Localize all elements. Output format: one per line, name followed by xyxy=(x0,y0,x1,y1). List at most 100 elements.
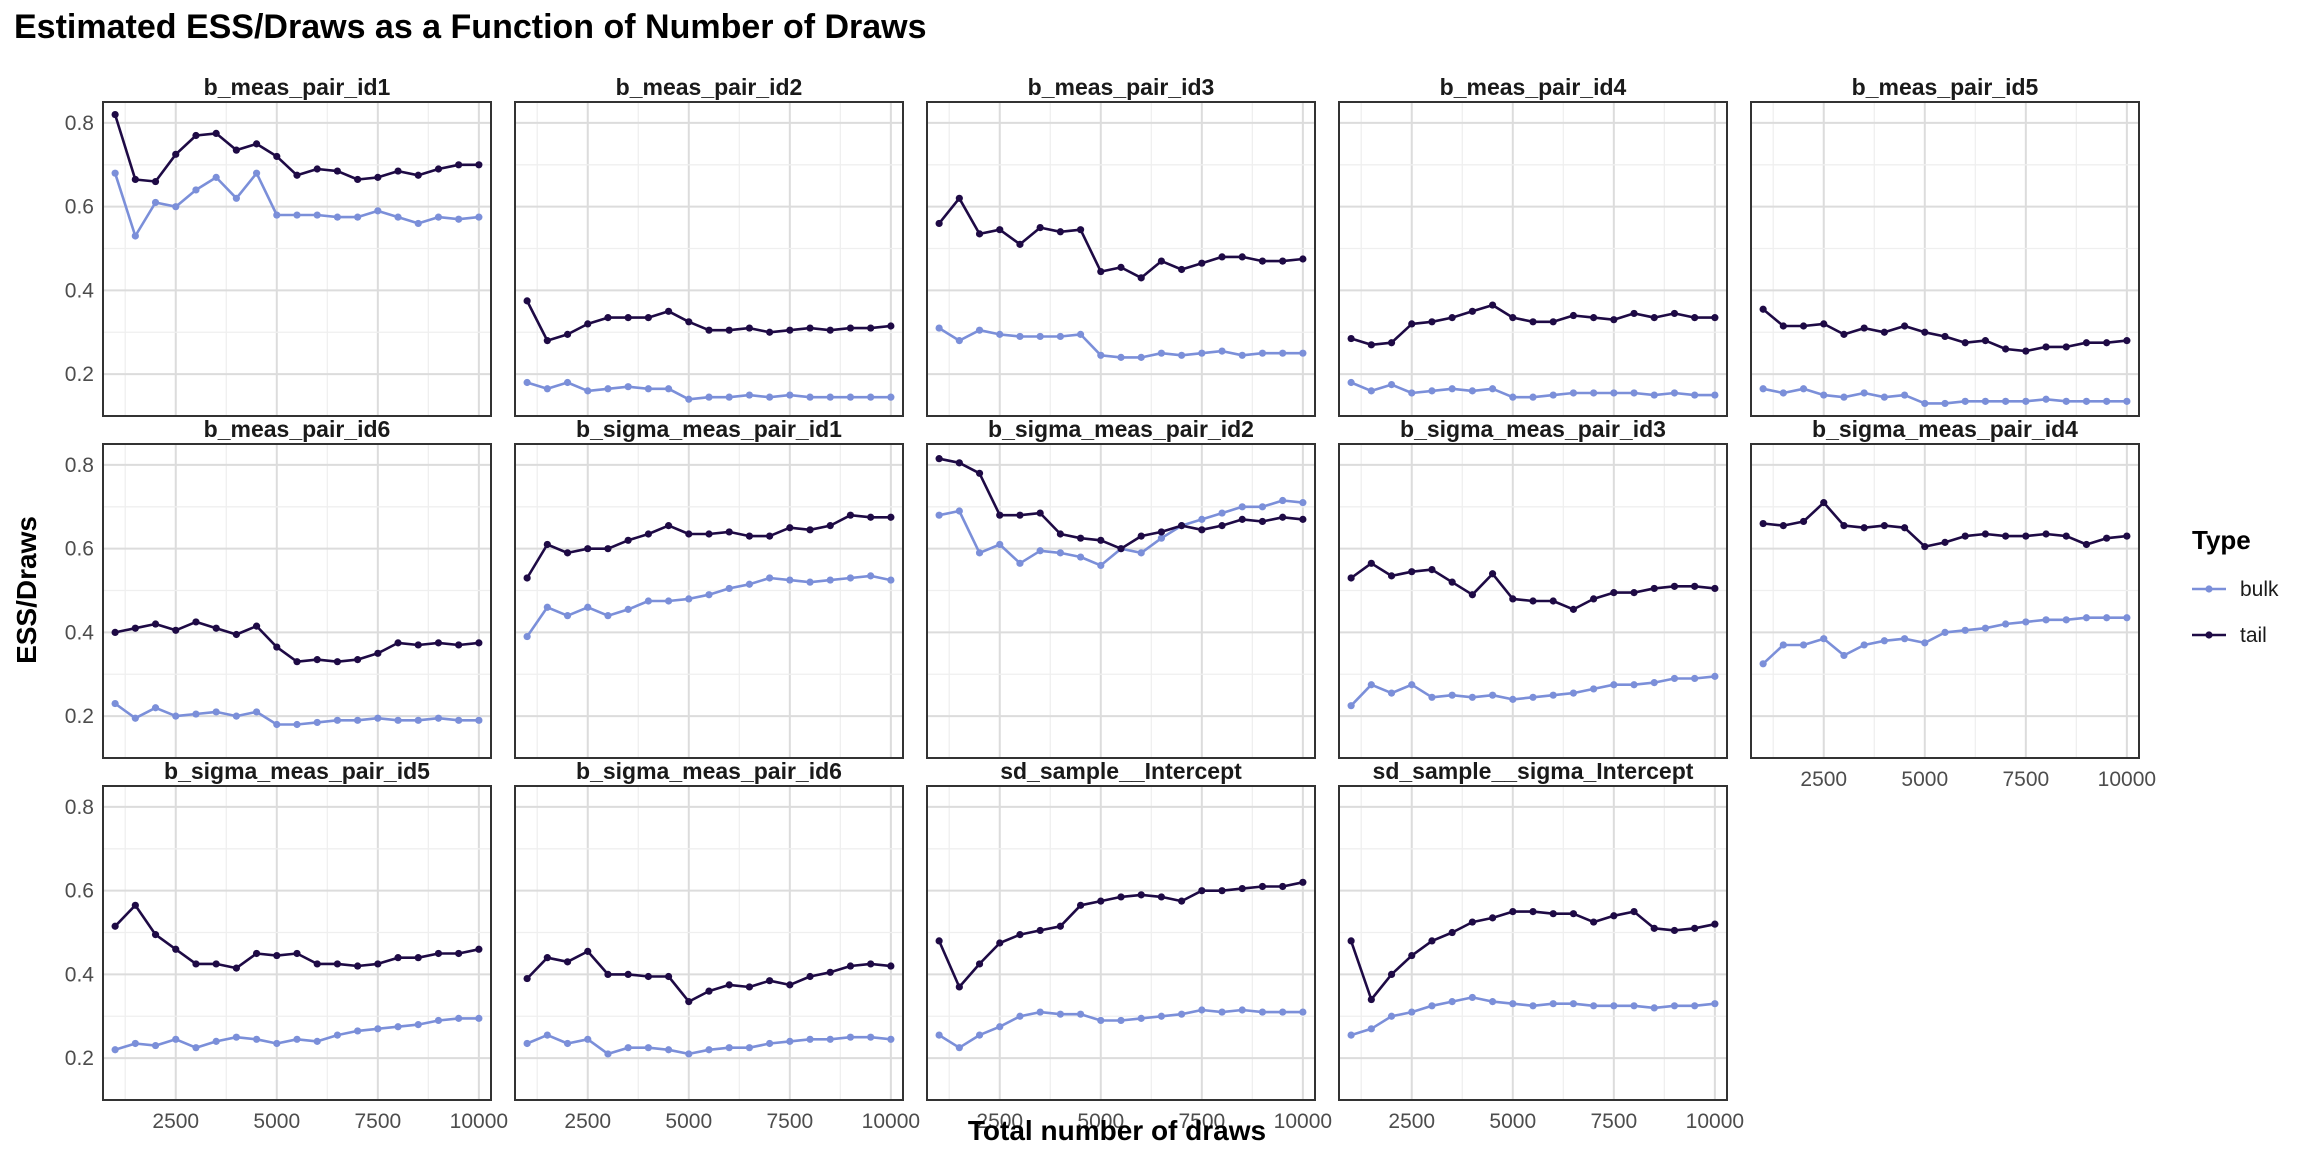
data-point-tail xyxy=(1408,568,1416,576)
facet-panel: b_sigma_meas_pair_id6 2500 5000 7500 10000 xyxy=(514,758,920,1133)
data-point-bulk xyxy=(1137,1014,1145,1022)
data-point-tail xyxy=(887,322,895,330)
data-point-bulk xyxy=(1218,347,1226,355)
data-point-tail xyxy=(252,622,261,630)
data-point-tail xyxy=(806,324,814,332)
data-point-bulk xyxy=(455,716,463,724)
data-point-bulk xyxy=(584,387,592,395)
data-point-tail xyxy=(563,549,572,557)
data-point-tail xyxy=(1279,257,1287,265)
data-point-bulk xyxy=(1650,391,1658,399)
data-point-bulk xyxy=(1157,534,1166,542)
data-point-bulk xyxy=(745,1044,754,1052)
data-point-bulk xyxy=(1961,626,1969,634)
data-point-bulk xyxy=(1036,332,1044,341)
data-point-bulk xyxy=(1056,332,1064,341)
data-point-bulk xyxy=(1610,681,1618,689)
data-point-tail xyxy=(1367,341,1375,349)
data-point-tail xyxy=(1711,920,1719,928)
data-point-tail xyxy=(685,318,693,326)
data-point-bulk xyxy=(2022,618,2030,626)
data-point-bulk xyxy=(212,1037,220,1045)
data-point-tail xyxy=(1981,337,1990,345)
data-point-tail xyxy=(705,530,713,538)
data-point-bulk xyxy=(151,198,160,207)
data-point-tail xyxy=(1488,570,1497,578)
data-point-tail xyxy=(806,526,814,534)
data-point-bulk xyxy=(252,708,261,716)
data-point-bulk xyxy=(806,1035,814,1043)
data-point-tail xyxy=(2042,530,2050,538)
data-point-tail xyxy=(212,960,220,968)
data-point-bulk xyxy=(664,597,673,605)
data-point-bulk xyxy=(1258,1008,1267,1016)
series-line-bulk xyxy=(1762,616,2127,665)
data-point-bulk xyxy=(232,194,240,202)
data-point-tail xyxy=(2002,532,2010,540)
data-point-tail xyxy=(1549,318,1557,326)
data-point-bulk xyxy=(1670,389,1679,397)
data-point-bulk xyxy=(1921,639,1929,647)
data-point-tail xyxy=(1097,267,1105,276)
data-point-tail xyxy=(1529,597,1537,605)
data-point-bulk xyxy=(644,385,652,393)
data-point-tail xyxy=(1759,305,1767,313)
data-point-bulk xyxy=(374,714,382,722)
data-point-tail xyxy=(786,981,794,989)
data-point-tail xyxy=(1840,330,1848,338)
data-point-tail xyxy=(313,656,321,664)
data-point-bulk xyxy=(1387,381,1396,389)
legend-label-tail: tail xyxy=(2240,624,2267,647)
data-point-bulk xyxy=(1711,391,1719,399)
facet-title: b_meas_pair_id1 xyxy=(204,74,391,100)
legend: Type bulk tail xyxy=(2192,525,2279,647)
data-point-tail xyxy=(2103,534,2111,542)
data-point-tail xyxy=(996,939,1004,947)
series-line-tail xyxy=(114,620,480,664)
data-point-tail xyxy=(826,968,834,976)
data-point-bulk xyxy=(846,1033,855,1041)
data-point-tail xyxy=(826,522,834,530)
data-point-bulk xyxy=(826,1035,834,1043)
facet-panel: b_sigma_meas_pair_id5 0.2 0.4 0.6 0.8 2500 500… xyxy=(65,758,508,1133)
data-point-tail xyxy=(192,131,200,140)
x-tick-label: 2500 xyxy=(976,1110,1023,1133)
data-point-tail xyxy=(955,983,963,991)
x-tick-label: 7500 xyxy=(354,1110,401,1133)
data-point-tail xyxy=(1820,499,1828,507)
data-point-tail xyxy=(1711,584,1719,593)
data-point-bulk xyxy=(1016,332,1024,341)
data-point-bulk xyxy=(705,393,713,401)
data-point-bulk xyxy=(1238,503,1246,511)
series-line-tail xyxy=(525,513,891,579)
data-point-tail xyxy=(725,981,733,989)
data-point-tail xyxy=(1367,995,1375,1004)
data-point-bulk xyxy=(786,1037,794,1045)
x-tick-label: 5000 xyxy=(665,1110,712,1133)
data-point-bulk xyxy=(1529,693,1537,701)
data-point-bulk xyxy=(252,169,261,177)
data-point-tail xyxy=(725,326,733,334)
data-point-bulk xyxy=(887,393,895,401)
data-point-bulk xyxy=(563,378,572,387)
data-point-tail xyxy=(455,641,463,649)
data-point-tail xyxy=(1387,970,1396,979)
data-point-tail xyxy=(705,987,713,995)
facet-panel: b_meas_pair_id6 0.2 0.4 0.6 0.8 xyxy=(65,416,492,759)
data-point-bulk xyxy=(955,337,963,345)
data-point-bulk xyxy=(212,173,220,181)
data-point-tail xyxy=(935,937,943,945)
data-point-bulk xyxy=(1799,641,1808,649)
data-point-tail xyxy=(664,522,673,530)
data-point-bulk xyxy=(1097,1016,1105,1025)
data-point-tail xyxy=(2062,343,2070,351)
data-point-tail xyxy=(475,945,483,953)
data-point-tail xyxy=(1036,224,1044,232)
series-line-tail xyxy=(1349,910,1716,1001)
data-point-bulk xyxy=(1117,353,1125,361)
data-point-tail xyxy=(1117,893,1125,901)
data-point-tail xyxy=(975,469,984,477)
x-tick-label: 7500 xyxy=(1590,1110,1637,1133)
data-point-tail xyxy=(2022,347,2030,355)
data-point-tail xyxy=(1056,922,1064,930)
